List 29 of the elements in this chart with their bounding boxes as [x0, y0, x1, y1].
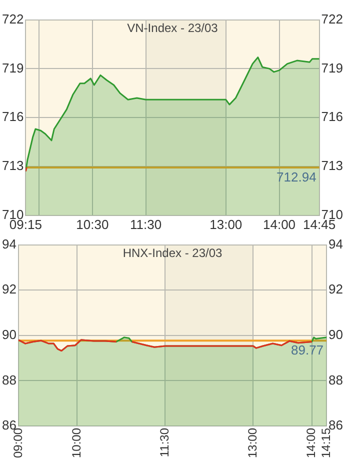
- x-tick-label: 13:00: [246, 428, 260, 458]
- x-tick-label: 13:00: [210, 216, 242, 232]
- y-tick-label: 716: [2, 109, 24, 124]
- y2-tick-label: 716: [321, 109, 344, 124]
- chart-title: VN-Index - 23/03: [127, 21, 218, 36]
- y2-tick-label: 90: [328, 326, 344, 342]
- x-tick-label: 10:00: [69, 428, 84, 458]
- y-tick-label: 719: [2, 60, 24, 76]
- y2-tick-label: 86: [328, 418, 344, 433]
- y2-tick-label: 88: [328, 372, 344, 388]
- y-tick-label: 88: [2, 372, 16, 388]
- y2-tick-label: 92: [328, 282, 344, 297]
- chart-title: HNX-Index - 23/03: [122, 246, 223, 260]
- y2-tick-label: 94: [328, 236, 344, 252]
- y-tick-label: 713: [2, 158, 24, 174]
- y2-tick-label: 713: [321, 158, 344, 174]
- y-tick-label: 92: [2, 282, 16, 297]
- x-tick-label: 10:30: [76, 216, 109, 232]
- x-tick-label: 11:30: [130, 216, 162, 232]
- y2-tick-label: 719: [321, 60, 344, 76]
- ref-line-label: 89.77: [290, 342, 324, 358]
- x-tick-label: 14:00: [304, 428, 318, 458]
- y-tick-label: 90: [2, 326, 16, 342]
- y-tick-label: 722: [2, 11, 24, 26]
- ref-line-label: 712.94: [276, 170, 316, 185]
- y-tick-label: 94: [2, 236, 16, 252]
- y2-tick-label: 722: [321, 11, 344, 26]
- x-tick-label: 14:00: [263, 216, 296, 232]
- x-tick-label: 11:30: [157, 428, 172, 458]
